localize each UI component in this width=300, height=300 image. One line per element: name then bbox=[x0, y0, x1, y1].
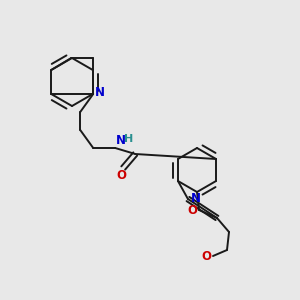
Text: O: O bbox=[116, 169, 126, 182]
Text: O: O bbox=[201, 250, 211, 263]
Text: N: N bbox=[95, 86, 105, 100]
Text: O: O bbox=[187, 205, 197, 218]
Text: N: N bbox=[191, 191, 201, 205]
Text: H: H bbox=[124, 134, 134, 144]
Text: N: N bbox=[116, 134, 126, 147]
